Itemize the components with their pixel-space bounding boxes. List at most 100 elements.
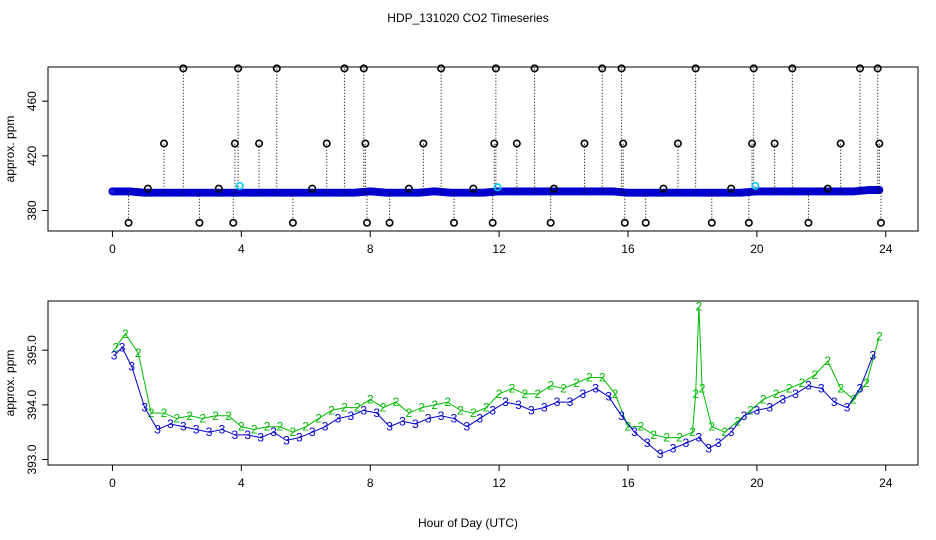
x-tick-label: 0 xyxy=(109,242,116,256)
outlier-point xyxy=(804,218,813,227)
series-3-marker: 3 xyxy=(399,414,406,428)
series-2-marker: 2 xyxy=(457,403,464,417)
series-3-line xyxy=(113,346,874,455)
series-3-marker: 3 xyxy=(167,417,174,431)
figure-title: HDP_131020 CO2 Timeseries xyxy=(387,11,548,25)
outlier-point xyxy=(873,64,882,73)
outlier-point xyxy=(530,64,539,73)
outlier-point xyxy=(641,218,650,227)
series-3-marker: 3 xyxy=(567,395,574,409)
series-2-marker: 2 xyxy=(483,401,490,415)
series-3-marker: 3 xyxy=(360,403,367,417)
series-2-line xyxy=(115,306,880,439)
outlier-point xyxy=(855,64,864,73)
outlier-point xyxy=(748,139,757,148)
outlier-point xyxy=(727,184,736,193)
outlier-point xyxy=(449,218,458,227)
series-2-marker: 2 xyxy=(676,431,683,445)
x-tick-label: 20 xyxy=(750,242,764,256)
series-2-marker: 2 xyxy=(876,330,883,344)
x-tick-label: 4 xyxy=(238,242,245,256)
series-3-marker: 3 xyxy=(232,428,239,442)
outlier-point xyxy=(598,64,607,73)
x-tick-label: 4 xyxy=(238,476,245,490)
series-3-marker: 3 xyxy=(515,398,522,412)
series-3-marker: 3 xyxy=(870,349,877,363)
series-2-marker: 2 xyxy=(328,403,335,417)
series-2-marker: 2 xyxy=(837,381,844,395)
x-tick-label: 8 xyxy=(367,242,374,256)
series-2-marker: 2 xyxy=(638,420,645,434)
outlier-point xyxy=(770,139,779,148)
x-tick-label: 12 xyxy=(492,476,506,490)
series-3-marker: 3 xyxy=(741,409,748,423)
series-2-marker: 2 xyxy=(315,412,322,426)
series-3-marker: 3 xyxy=(670,442,677,456)
series-2-marker: 2 xyxy=(406,406,413,420)
outlier-point xyxy=(308,184,317,193)
series-2-marker: 2 xyxy=(721,425,728,439)
top-panel: 0 4 8 12 16 20 24 380 420 460 approx. ppm xyxy=(3,64,919,256)
series-3-marker: 3 xyxy=(219,422,226,436)
x-tick-label: 16 xyxy=(621,476,635,490)
series-2-marker: 2 xyxy=(367,392,374,406)
outlier-point xyxy=(617,64,626,73)
series-2-marker: 2 xyxy=(692,387,699,401)
series-2-marker: 2 xyxy=(699,381,706,395)
series-3-marker: 3 xyxy=(386,420,393,434)
series-3-marker: 3 xyxy=(857,381,864,395)
outlier-point xyxy=(143,184,152,193)
x-tick-label: 20 xyxy=(750,476,764,490)
outlier-point xyxy=(619,139,628,148)
outlier-point xyxy=(385,218,394,227)
series-3-marker: 3 xyxy=(605,390,612,404)
y-tick-label: 393.0 xyxy=(25,444,39,474)
outlier-point xyxy=(288,218,297,227)
series-3-marker: 3 xyxy=(425,412,432,426)
series-3-marker: 3 xyxy=(683,436,690,450)
x-tick-label: 8 xyxy=(367,476,374,490)
outlier-point xyxy=(788,64,797,73)
y-tick-label: 420 xyxy=(25,146,39,166)
outlier-point xyxy=(195,218,204,227)
baseline-point xyxy=(875,186,884,195)
series-2-marker: 2 xyxy=(238,420,245,434)
series-2-marker: 2 xyxy=(290,425,297,439)
plot-frame xyxy=(47,66,919,232)
series-2-marker: 2 xyxy=(786,381,793,395)
series-3-marker: 3 xyxy=(728,425,735,439)
series-3-marker: 3 xyxy=(348,409,355,423)
series-2-marker: 2 xyxy=(573,376,580,390)
series-2-marker: 2 xyxy=(277,420,284,434)
series-3-marker: 3 xyxy=(696,431,703,445)
outlier-point xyxy=(272,64,281,73)
series-2-marker: 2 xyxy=(212,409,219,423)
series-3-marker: 3 xyxy=(111,349,118,363)
series-3-marker: 3 xyxy=(554,395,561,409)
x-tick-label: 24 xyxy=(879,476,893,490)
series-2-marker: 2 xyxy=(560,381,567,395)
series-3-marker: 3 xyxy=(844,401,851,415)
outlier-point xyxy=(546,218,555,227)
outlier-point xyxy=(691,64,700,73)
x-tick-label: 12 xyxy=(492,242,506,256)
outlier-point xyxy=(437,64,446,73)
outlier-point xyxy=(255,139,264,148)
series-3-marker: 3 xyxy=(657,447,664,461)
series-2-marker: 2 xyxy=(470,406,477,420)
series-3-marker: 3 xyxy=(180,420,187,434)
series-3-marker: 3 xyxy=(818,381,825,395)
highlight-point xyxy=(751,181,760,190)
series-3-marker: 3 xyxy=(451,412,458,426)
series-2-marker: 2 xyxy=(586,371,593,385)
series-2-marker: 2 xyxy=(122,327,129,341)
series-3-marker: 3 xyxy=(715,436,722,450)
series-3-marker: 3 xyxy=(705,442,712,456)
y-tick-label: 380 xyxy=(25,200,39,220)
series-2-marker: 2 xyxy=(418,401,425,415)
outlier-point xyxy=(214,184,223,193)
series-2-marker: 2 xyxy=(599,371,606,385)
outlier-point xyxy=(490,139,499,148)
series-2-marker: 2 xyxy=(850,392,857,406)
series-3-marker: 3 xyxy=(244,428,251,442)
